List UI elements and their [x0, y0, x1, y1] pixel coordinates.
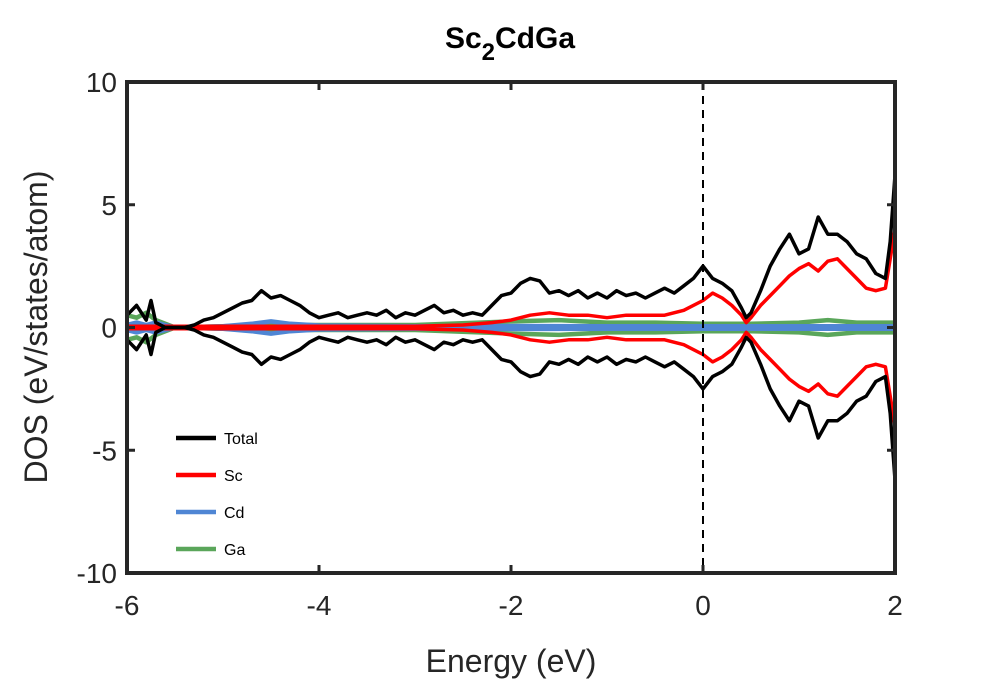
- series-sc-spin-down: [127, 326, 897, 426]
- legend-label-ga: Ga: [224, 542, 245, 559]
- x-tick-label: -6: [115, 590, 140, 621]
- x-tick-label: -4: [307, 590, 332, 621]
- chart-title-main: Sc: [445, 22, 482, 55]
- y-tick-label: 0: [101, 313, 117, 344]
- x-tick-label: 2: [887, 590, 903, 621]
- series-total-spin-down: [125, 325, 897, 480]
- series-cd-spin-down: [126, 325, 895, 336]
- legend-label-sc: Sc: [224, 468, 243, 485]
- y-axis-label: DOS (eV/states/atom): [18, 171, 54, 484]
- legend-label-total: Total: [224, 431, 258, 448]
- x-tick-label: -2: [499, 590, 524, 621]
- chart-title-rest: CdGa: [495, 22, 575, 55]
- series-layer: [125, 175, 897, 480]
- chart-title: Sc2CdGa: [445, 22, 575, 66]
- legend-label-cd: Cd: [224, 505, 244, 522]
- legend: Total Sc Cd Ga: [176, 431, 258, 559]
- y-tick-label: -5: [92, 435, 117, 466]
- y-tick-label: -10: [77, 558, 117, 589]
- x-axis-label: Energy (eV): [426, 643, 597, 679]
- ticks-layer: -6 -4 -2 0 2 -10 -5 0 5 10: [77, 67, 903, 621]
- y-tick-label: 5: [101, 190, 117, 221]
- series-cd-spin-up: [126, 319, 895, 330]
- chart-title-subscript: 2: [482, 39, 495, 66]
- y-tick-label: 10: [86, 67, 117, 98]
- series-total-spin-up: [125, 175, 897, 330]
- series-sc-spin-up: [127, 229, 897, 329]
- x-tick-label: 0: [695, 590, 711, 621]
